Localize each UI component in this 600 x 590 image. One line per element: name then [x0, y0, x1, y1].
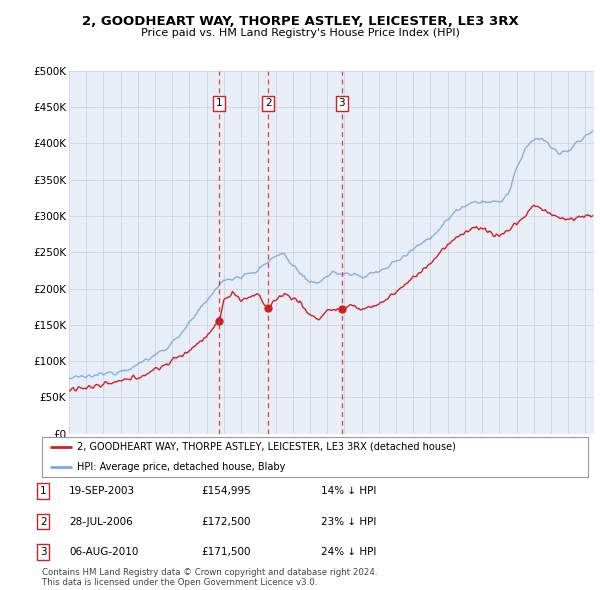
Text: 2: 2 [265, 99, 271, 109]
Text: 28-JUL-2006: 28-JUL-2006 [69, 517, 133, 526]
Text: 2: 2 [40, 517, 47, 526]
Text: 2, GOODHEART WAY, THORPE ASTLEY, LEICESTER, LE3 3RX (detached house): 2, GOODHEART WAY, THORPE ASTLEY, LEICEST… [77, 442, 457, 451]
Text: Contains HM Land Registry data © Crown copyright and database right 2024.
This d: Contains HM Land Registry data © Crown c… [42, 568, 377, 587]
Text: £154,995: £154,995 [201, 486, 251, 496]
Text: 2, GOODHEART WAY, THORPE ASTLEY, LEICESTER, LE3 3RX: 2, GOODHEART WAY, THORPE ASTLEY, LEICEST… [82, 15, 518, 28]
Text: 1: 1 [40, 486, 47, 496]
Text: 14% ↓ HPI: 14% ↓ HPI [321, 486, 376, 496]
Text: HPI: Average price, detached house, Blaby: HPI: Average price, detached house, Blab… [77, 462, 286, 471]
Text: 3: 3 [338, 99, 345, 109]
Text: 1: 1 [216, 99, 223, 109]
Text: 3: 3 [40, 548, 47, 557]
Text: 19-SEP-2003: 19-SEP-2003 [69, 486, 135, 496]
Text: £172,500: £172,500 [201, 517, 251, 526]
Text: 23% ↓ HPI: 23% ↓ HPI [321, 517, 376, 526]
Text: 24% ↓ HPI: 24% ↓ HPI [321, 548, 376, 557]
Text: 06-AUG-2010: 06-AUG-2010 [69, 548, 139, 557]
Text: £171,500: £171,500 [201, 548, 251, 557]
Text: Price paid vs. HM Land Registry's House Price Index (HPI): Price paid vs. HM Land Registry's House … [140, 28, 460, 38]
